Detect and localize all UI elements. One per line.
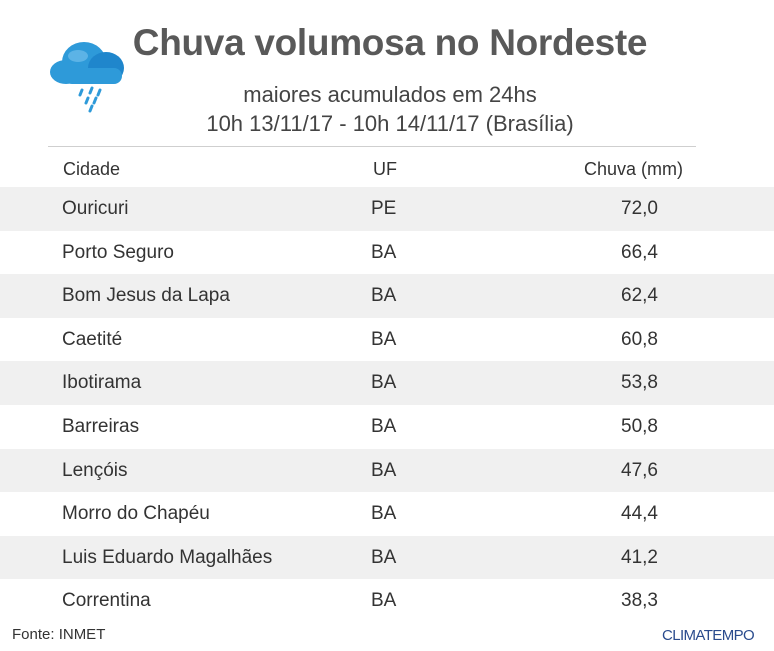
cell-city: Morro do Chapéu (62, 503, 210, 525)
cell-uf: BA (371, 415, 397, 437)
rain-cloud-icon (48, 34, 134, 114)
cell-rain: 60,8 (621, 328, 658, 350)
cell-rain: 66,4 (621, 241, 658, 263)
cell-uf: BA (371, 590, 397, 612)
cell-rain: 53,8 (621, 372, 658, 394)
cell-rain: 41,2 (621, 546, 658, 568)
cell-uf: BA (371, 503, 397, 525)
table-row: Correntina BA 38,3 (0, 579, 774, 623)
cell-rain: 50,8 (621, 415, 658, 437)
cell-uf: BA (371, 241, 397, 263)
table-row: Caetité BA 60,8 (0, 318, 774, 362)
cell-city: Bom Jesus da Lapa (62, 285, 230, 307)
cell-city: Porto Seguro (62, 241, 174, 263)
table-row: Morro do Chapéu BA 44,4 (0, 492, 774, 536)
table-row: Ouricuri PE 72,0 (0, 187, 774, 231)
cell-uf: BA (371, 328, 397, 350)
table-row: Luis Eduardo Magalhães BA 41,2 (0, 535, 774, 580)
column-header-uf: UF (373, 159, 397, 179)
table-body: Ouricuri PE 72,0 Porto Seguro BA 66,4 Bo… (0, 187, 774, 623)
table-row: Ibotirama BA 53,8 (0, 361, 774, 405)
cell-city: Ibotirama (62, 372, 142, 394)
table-header: Cidade UF Chuva (mm) (0, 152, 774, 186)
cell-rain: 44,4 (621, 503, 658, 525)
cell-uf: BA (371, 459, 397, 481)
cell-uf: BA (371, 285, 397, 307)
cell-uf: PE (371, 198, 397, 219)
table-row: Barreiras BA 50,8 (0, 405, 774, 449)
cell-city: Correntina (62, 590, 151, 612)
source-label: Fonte: INMET (12, 626, 106, 643)
period-label: 10h 13/11/17 - 10h 14/11/17 (Brasília) (206, 111, 574, 136)
cell-rain: 72,0 (621, 198, 658, 219)
cell-city: Ouricuri (62, 198, 129, 219)
cell-uf: BA (371, 546, 397, 568)
table-row: Lençóis BA 47,6 (0, 448, 774, 493)
cell-uf: BA (371, 372, 397, 394)
cell-rain: 62,4 (621, 285, 658, 307)
table-row: Porto Seguro BA 66,4 (0, 231, 774, 275)
cell-city: Caetité (62, 328, 123, 350)
column-header-city: Cidade (63, 159, 121, 179)
page-subtitle: maiores acumulados em 24hs (243, 82, 537, 107)
page-title: Chuva volumosa no Nordeste (132, 22, 648, 63)
cell-rain: 47,6 (621, 459, 658, 481)
cell-city: Luis Eduardo Magalhães (62, 546, 273, 568)
cell-rain: 38,3 (621, 590, 658, 612)
column-header-rain: Chuva (mm) (584, 159, 684, 179)
header-divider (48, 146, 696, 147)
cell-city: Lençóis (62, 459, 128, 481)
climatempo-logo: CLIMATEMPO (662, 627, 755, 644)
cell-city: Barreiras (62, 415, 140, 437)
table-row: Bom Jesus da Lapa BA 62,4 (0, 274, 774, 318)
